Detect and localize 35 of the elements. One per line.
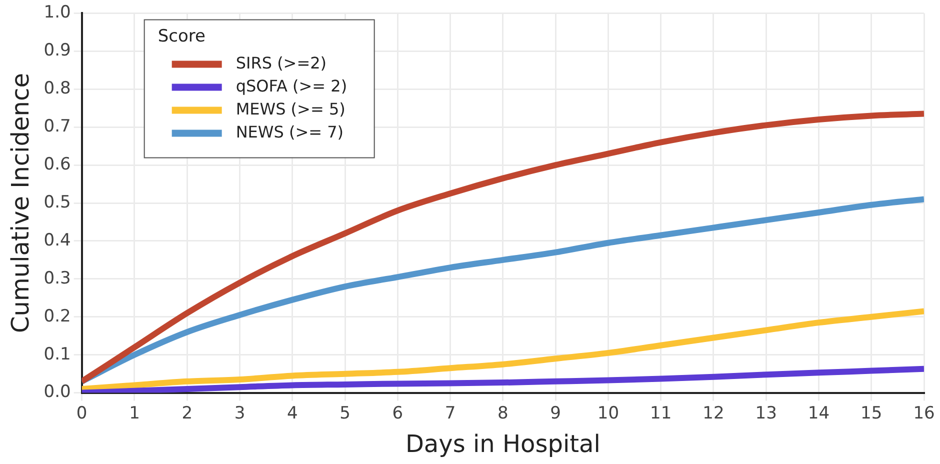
x-tick-label: 3 <box>234 403 246 424</box>
x-tick-label: 13 <box>755 403 777 424</box>
x-tick-label: 1 <box>129 403 140 424</box>
y-tick-label: 0.1 <box>44 344 71 364</box>
x-tick-label: 2 <box>182 403 193 424</box>
y-tick-label: 0.0 <box>44 382 71 402</box>
legend-title: Score <box>158 26 206 47</box>
legend-label: qSOFA (>= 2) <box>236 76 348 96</box>
y-tick-label: 1.0 <box>44 2 71 23</box>
x-tick-label: 7 <box>444 403 456 424</box>
x-tick-label: 6 <box>392 403 404 424</box>
y-tick-label: 0.2 <box>44 306 71 326</box>
y-axis-title: Cumulative Incidence <box>6 73 35 333</box>
x-tick-label: 14 <box>808 403 830 424</box>
x-tick-label: 8 <box>498 403 508 424</box>
legend-label: MEWS (>= 5) <box>236 99 346 118</box>
y-tick-label: 0.4 <box>44 230 71 250</box>
x-tick-label: 11 <box>650 403 672 424</box>
x-tick-label: 4 <box>286 403 298 424</box>
legend-label: SIRS (>=2) <box>236 53 327 72</box>
y-tick-label: 0.5 <box>44 192 71 212</box>
x-tick-label: 16 <box>913 403 935 424</box>
x-tick-label: 10 <box>597 403 620 424</box>
legend-label: NEWS (>= 7) <box>236 122 344 142</box>
x-tick-label: 15 <box>860 403 882 424</box>
y-tick-label: 0.8 <box>44 78 71 99</box>
x-axis-title: Days in Hospital <box>405 430 600 458</box>
y-tick-label: 0.3 <box>44 268 71 288</box>
x-tick-label: 9 <box>550 403 561 424</box>
x-tick-label: 0 <box>76 403 88 424</box>
x-tick-label: 5 <box>340 403 350 424</box>
x-tick-label: 12 <box>702 403 724 424</box>
y-tick-label: 0.7 <box>44 116 71 136</box>
y-tick-label: 0.9 <box>44 40 71 61</box>
y-tick-label: 0.6 <box>44 154 71 174</box>
